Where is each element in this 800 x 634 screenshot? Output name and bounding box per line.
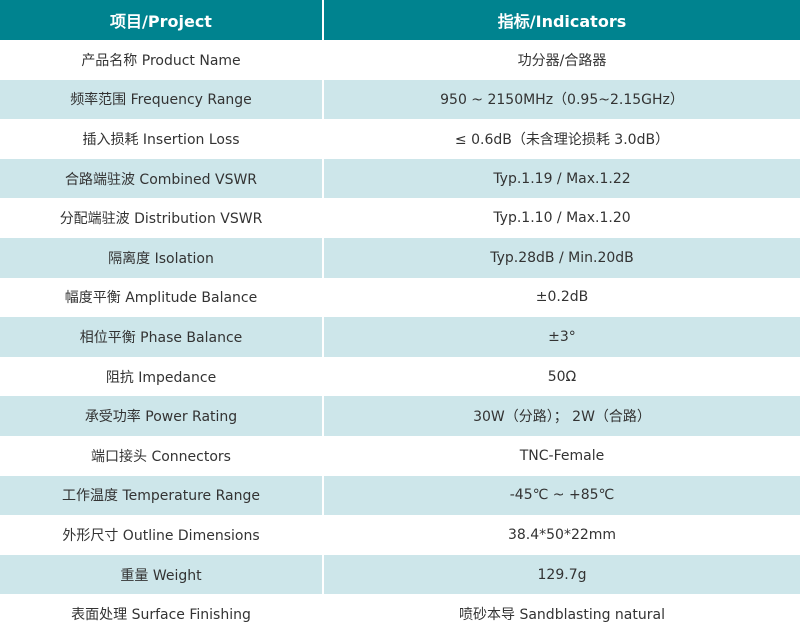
row-project-cell: 幅度平衡 Amplitude Balance	[0, 277, 324, 318]
header-project: 项目/Project	[0, 0, 324, 40]
table-row: 工作温度 Temperature Range -45℃ ~ +85℃	[0, 475, 800, 516]
row-value-cell: -45℃ ~ +85℃	[323, 475, 800, 516]
row-project-cell: 产品名称 Product Name	[0, 40, 324, 80]
table-row: 产品名称 Product Name 功分器/合路器	[0, 40, 800, 80]
table-row: 幅度平衡 Amplitude Balance ±0.2dB	[0, 277, 800, 318]
row-value-cell: 30W（分路）； 2W（合路）	[323, 396, 800, 436]
row-value-cell: Typ.1.10 / Max.1.20	[493, 210, 631, 227]
row-value-cell: 喷砂本导 Sandblasting natural	[459, 607, 665, 624]
row-project-cell: 分配端驻波 Distribution VSWR	[0, 198, 324, 238]
row-value-cell: ±0.2dB	[535, 289, 589, 306]
table-row: 频率范围 Frequency Range 950 ~ 2150MHz（0.95~2…	[0, 79, 800, 120]
header-indicators: 指标/Indicators	[323, 0, 800, 40]
row-project-cell: 相位平衡 Phase Balance	[0, 317, 324, 357]
row-value-cell: 950 ~ 2150MHz（0.95~2.15GHz）	[323, 79, 800, 120]
row-value-cell: 50Ω	[547, 368, 577, 385]
row-project-cell: 隔离度 Isolation	[0, 237, 324, 278]
row-project-cell: 表面处理 Surface Finishing	[0, 594, 324, 634]
row-project-cell: 工作温度 Temperature Range	[0, 475, 324, 516]
row-value-cell: ≤ 0.6dB（未含理论损耗 3.0dB）	[454, 131, 670, 148]
row-value-cell: 129.7g	[323, 554, 800, 595]
row-project-cell: 合路端驻波 Combined VSWR	[0, 158, 324, 199]
row-value-cell: ±3°	[323, 317, 800, 357]
row-value-cell: Typ.1.19 / Max.1.22	[323, 158, 800, 199]
table-row: 合路端驻波 Combined VSWR Typ.1.19 / Max.1.22	[0, 158, 800, 199]
table-row: 相位平衡 Phase Balance ±3°	[0, 317, 800, 357]
row-value-cell: TNC-Female	[519, 447, 605, 464]
row-value-cell: 功分器/合路器	[517, 52, 607, 69]
table-row: 分配端驻波 Distribution VSWR Typ.1.10 / Max.1.…	[0, 198, 800, 238]
row-project-cell: 端口接头 Connectors	[0, 435, 324, 476]
table-row: 阻抗 Impedance 50Ω	[0, 356, 800, 397]
table-row: 重量 Weight 129.7g	[0, 554, 800, 595]
row-value-cell: Typ.28dB / Min.20dB	[323, 237, 800, 278]
row-project-cell: 承受功率 Power Rating	[0, 396, 324, 436]
header-row: 项目/Project 指标/Indicators	[0, 0, 800, 40]
row-project-cell: 外形尺寸 Outline Dimensions	[0, 515, 324, 555]
row-value-cell: 38.4*50*22mm	[507, 526, 617, 543]
table-row: 表面处理 Surface Finishing 喷砂本导 Sandblasting …	[0, 594, 800, 634]
row-project-cell: 阻抗 Impedance	[0, 356, 324, 397]
table-row: 承受功率 Power Rating 30W（分路）； 2W（合路）	[0, 396, 800, 436]
table-row: 隔离度 Isolation Typ.28dB / Min.20dB	[0, 237, 800, 278]
row-project-cell: 重量 Weight	[0, 554, 324, 595]
row-project-cell: 插入损耗 Insertion Loss	[0, 119, 324, 159]
table-row: 端口接头 Connectors TNC-Female	[0, 435, 800, 476]
table-row: 外形尺寸 Outline Dimensions 38.4*50*22mm	[0, 515, 800, 555]
row-project-cell: 频率范围 Frequency Range	[0, 79, 324, 120]
table-row: 插入损耗 Insertion Loss ≤ 0.6dB（未含理论损耗 3.0dB）	[0, 119, 800, 159]
